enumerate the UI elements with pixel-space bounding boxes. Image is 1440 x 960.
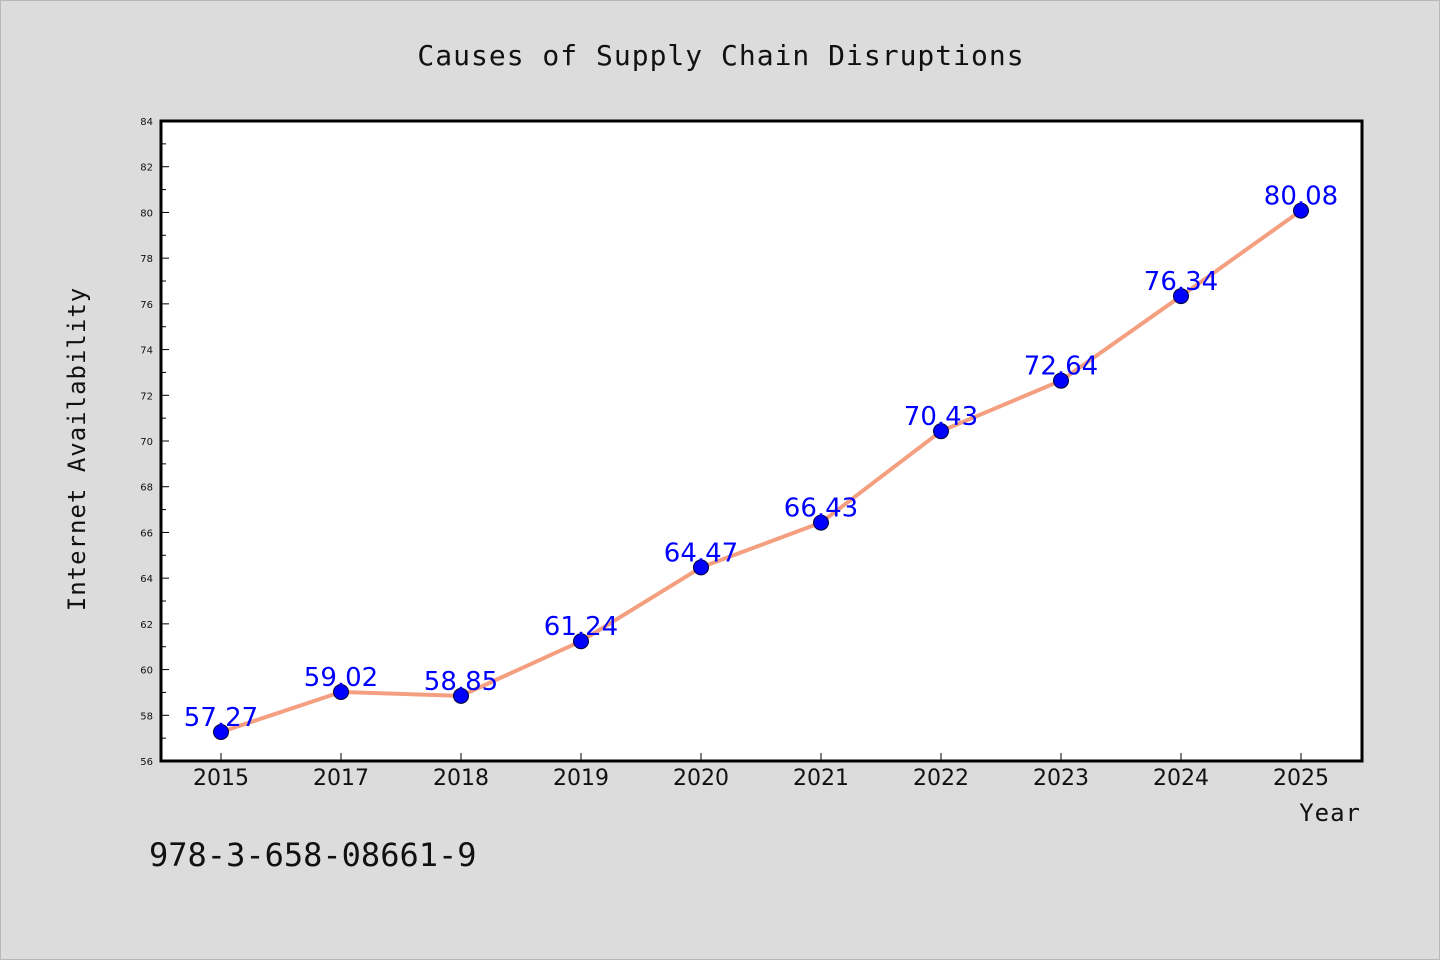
y-tick-label: 74: [140, 346, 153, 357]
y-tick-label: 78: [140, 254, 153, 265]
data-label: 61.24: [544, 612, 618, 642]
series-line-group: [213, 202, 1309, 740]
data-point-marker: [213, 723, 229, 740]
y-tick-label: 66: [140, 528, 153, 539]
data-labels: 57.27 59.02 58.85 61.24 64.47 66.43 70.43 72.64…: [184, 182, 1338, 733]
x-tick-label: 2015: [193, 766, 249, 791]
data-point-marker: [933, 423, 949, 440]
y-tick-label: 76: [140, 300, 153, 311]
data-point-marker: [693, 559, 709, 576]
data-point-marker: [1173, 288, 1189, 305]
plot-area: [159, 119, 1364, 763]
data-label: 72.64: [1024, 352, 1098, 382]
x-tick-label: 2025: [1273, 766, 1329, 791]
data-point-marker: [333, 683, 349, 700]
data-label: 66.43: [784, 494, 858, 524]
x-axis-label: Year: [1299, 799, 1361, 827]
series-line: [219, 208, 1303, 734]
x-tick-label: 2024: [1153, 766, 1209, 791]
y-tick-label: 80: [140, 208, 153, 219]
y-tick-label: 70: [140, 437, 153, 448]
data-label: 59.02: [304, 663, 378, 693]
chart-title: Causes of Supply Chain Disruptions: [417, 39, 1024, 72]
x-tick-label: 2023: [1033, 766, 1089, 791]
data-point-marker: [813, 514, 829, 531]
data-label: 64.47: [664, 538, 738, 568]
x-tick-label: 2020: [673, 766, 729, 791]
y-tick-label: 82: [140, 163, 153, 174]
data-point-marker: [1293, 202, 1309, 219]
data-label: 76.34: [1144, 267, 1218, 297]
y-tick-label: 64: [140, 574, 153, 585]
data-label: 70.43: [904, 402, 978, 432]
y-tick-label: 68: [140, 483, 153, 494]
x-axis: 2015 2017 2018 2019 2020 2021 2022 2023 2024 2025: [193, 753, 1329, 791]
data-label: 58.85: [424, 667, 498, 697]
footer-code: 978-3-658-08661-9: [149, 836, 477, 874]
y-axis: 56 58 60 62 64 66 68 70 72 74 76 78 80 82 84: [140, 117, 169, 768]
data-point-marker: [1053, 372, 1069, 389]
data-point-marker: [453, 687, 469, 704]
x-tick-label: 2022: [913, 766, 969, 791]
y-tick-label: 58: [140, 711, 153, 722]
y-tick-label: 72: [140, 391, 153, 402]
data-point-marker: [573, 633, 589, 650]
x-tick-label: 2021: [793, 766, 849, 791]
data-label: 80.08: [1264, 182, 1338, 212]
data-label: 57.27: [184, 703, 258, 733]
y-axis-label: Internet Availability: [63, 287, 91, 611]
x-tick-label: 2019: [553, 766, 609, 791]
y-tick-label: 62: [140, 620, 153, 631]
x-tick-label: 2017: [313, 766, 369, 791]
y-tick-label: 60: [140, 666, 153, 677]
y-tick-label: 84: [140, 117, 153, 128]
y-tick-label: 56: [140, 757, 153, 768]
x-tick-label: 2018: [433, 766, 489, 791]
